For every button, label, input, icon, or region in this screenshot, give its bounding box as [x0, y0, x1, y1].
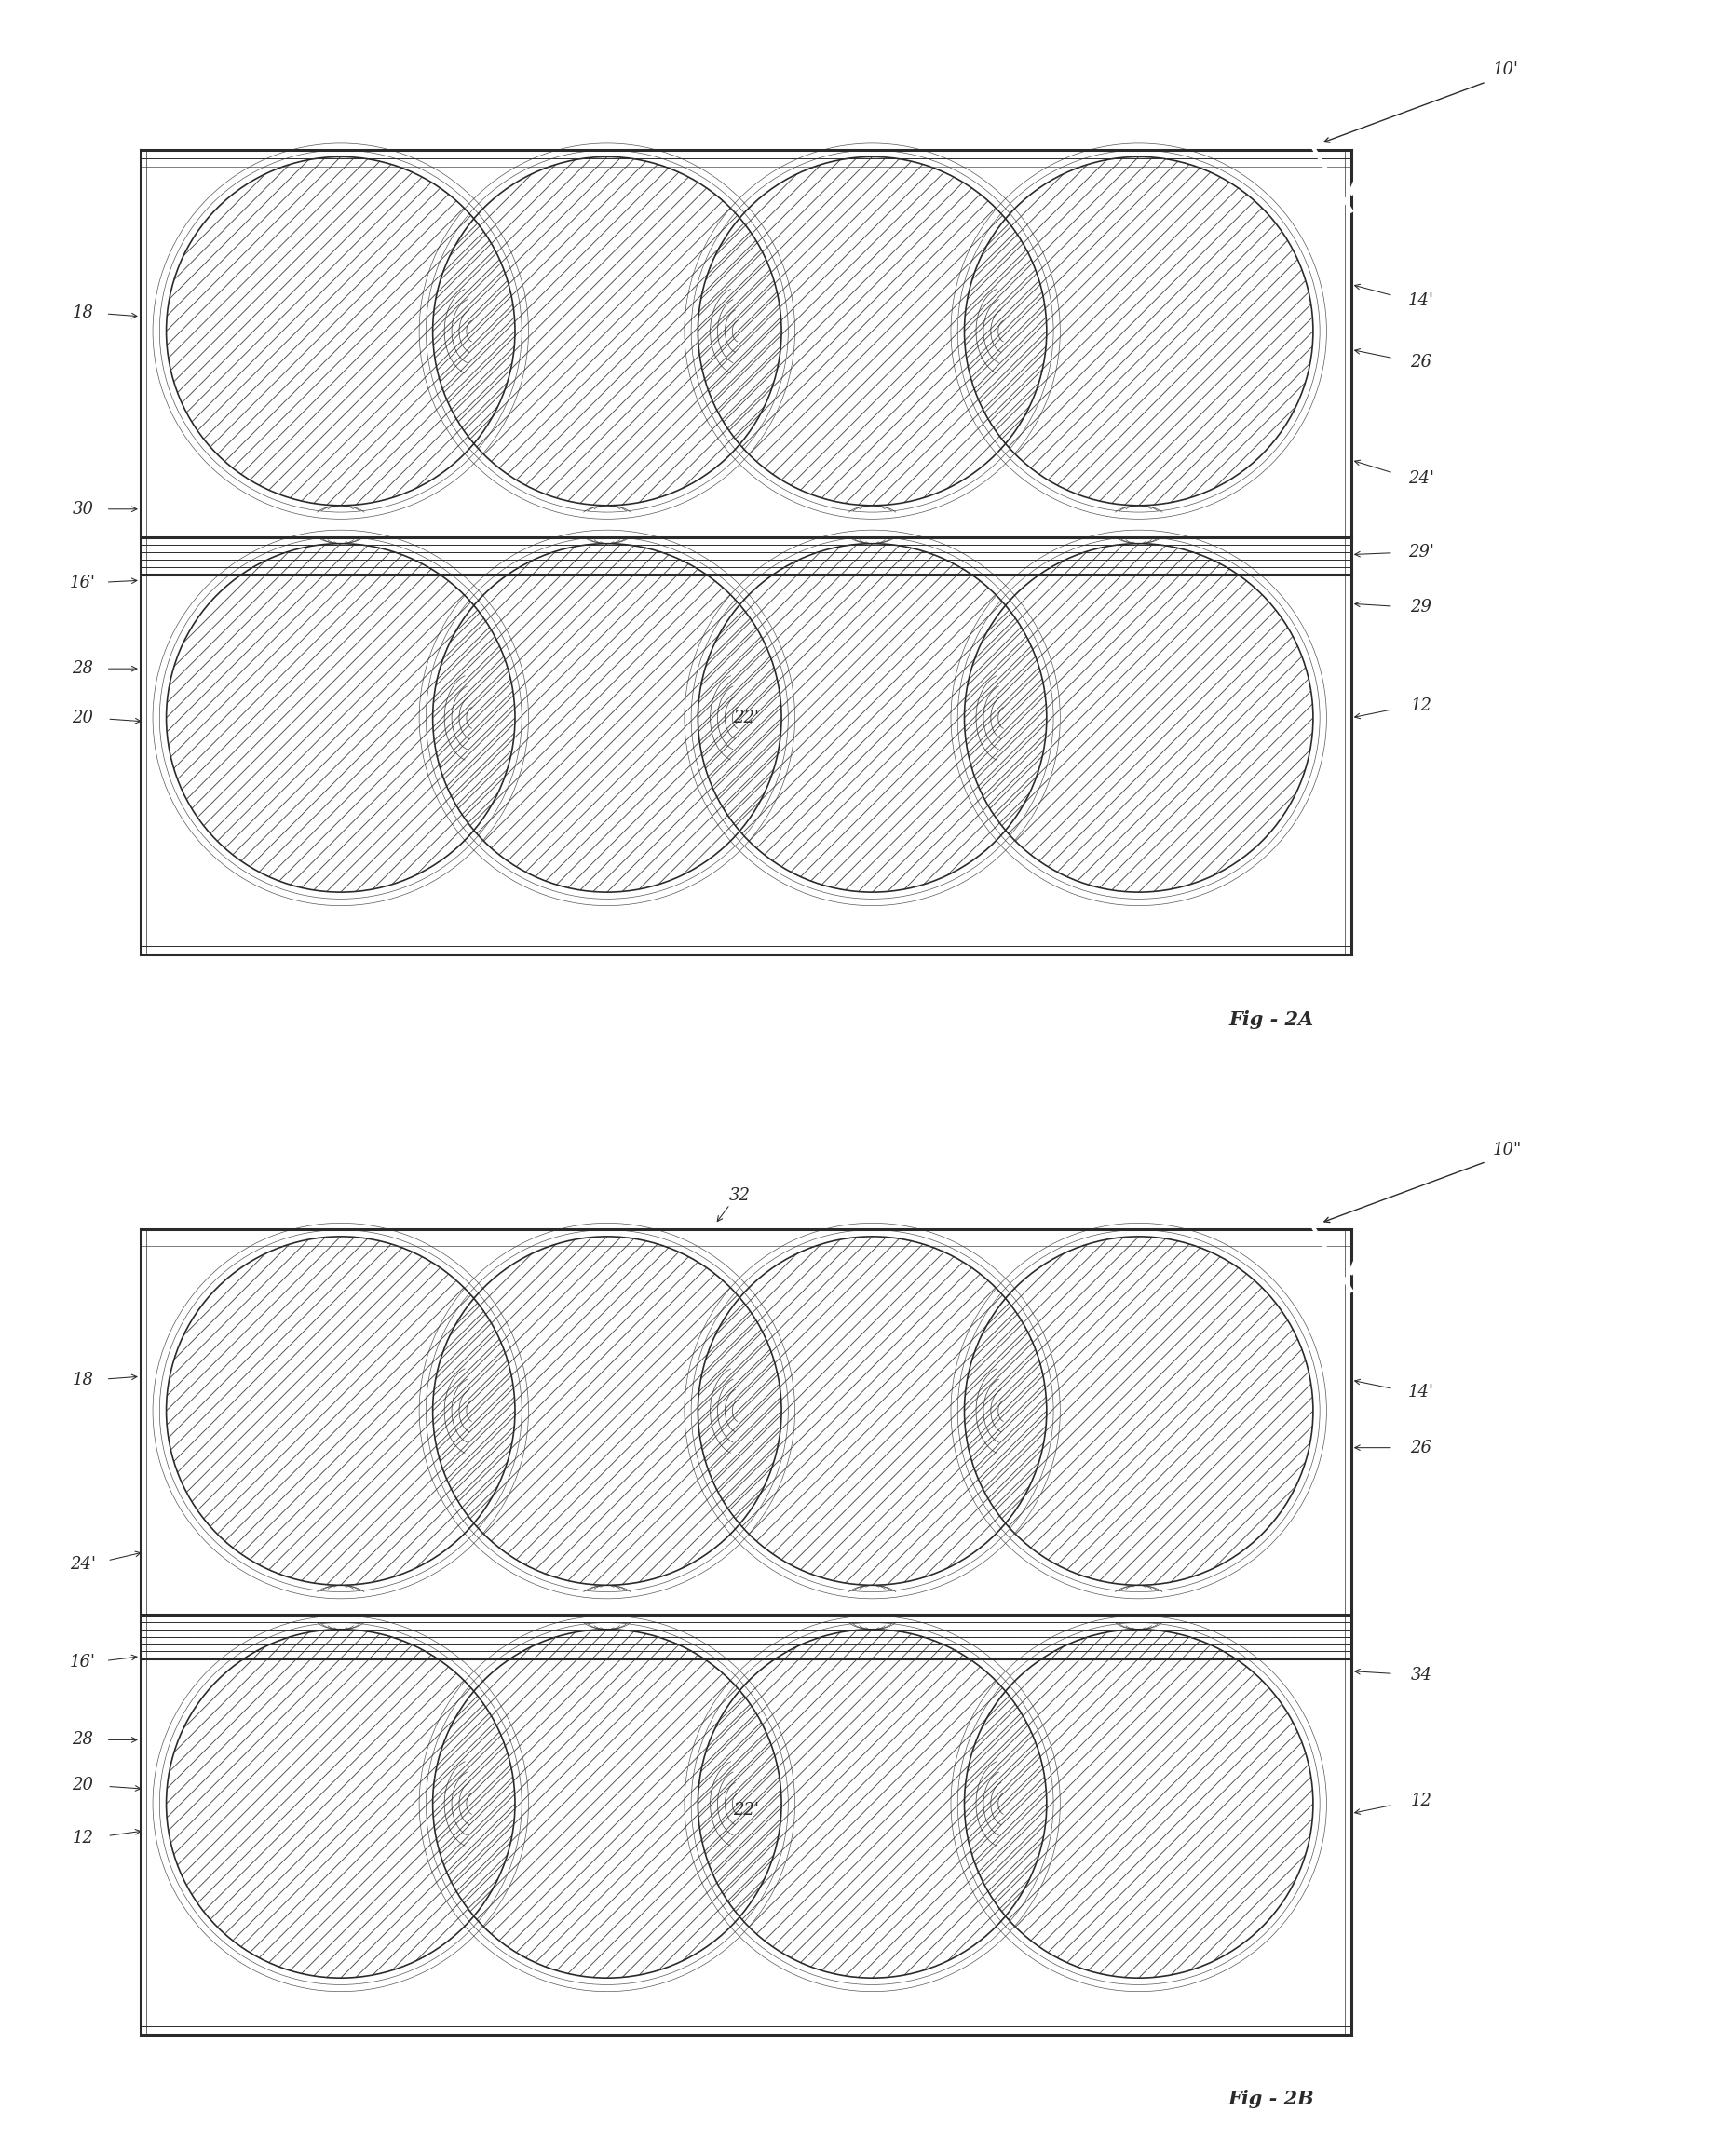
Text: 32: 32 — [729, 1187, 750, 1204]
Text: 16': 16' — [69, 1655, 95, 1672]
Text: 16': 16' — [69, 575, 95, 592]
Text: 24': 24' — [69, 1556, 95, 1574]
Text: 20: 20 — [73, 1777, 94, 1794]
Circle shape — [167, 156, 514, 505]
Circle shape — [432, 543, 781, 892]
Circle shape — [698, 543, 1047, 892]
Circle shape — [963, 1629, 1312, 1978]
Circle shape — [698, 1629, 1047, 1978]
Text: 14': 14' — [1408, 293, 1434, 308]
Text: 12: 12 — [73, 1830, 94, 1847]
Circle shape — [432, 1236, 781, 1584]
Circle shape — [167, 543, 514, 892]
Text: 29: 29 — [1410, 599, 1430, 616]
Circle shape — [963, 1236, 1312, 1584]
Bar — [141, 150, 1351, 956]
Text: 24': 24' — [1408, 470, 1434, 487]
Text: 29': 29' — [1408, 543, 1434, 560]
Circle shape — [432, 1629, 781, 1978]
Text: 12: 12 — [1410, 697, 1430, 714]
Text: 34: 34 — [1410, 1666, 1430, 1683]
Bar — [141, 1229, 1351, 2035]
Circle shape — [698, 156, 1047, 505]
Text: 10": 10" — [1491, 1142, 1521, 1159]
Text: 10': 10' — [1491, 62, 1517, 79]
Text: 22': 22' — [733, 710, 759, 727]
Text: 22': 22' — [733, 1802, 759, 1817]
Text: Fig - 2B: Fig - 2B — [1227, 2089, 1314, 2108]
Text: 28: 28 — [73, 661, 94, 678]
Text: 26: 26 — [1410, 1439, 1430, 1456]
Text: 18: 18 — [73, 304, 94, 321]
Circle shape — [167, 1236, 514, 1584]
Circle shape — [698, 1236, 1047, 1584]
Circle shape — [432, 156, 781, 505]
Text: 30: 30 — [73, 500, 94, 517]
Circle shape — [167, 1629, 514, 1978]
Circle shape — [963, 156, 1312, 505]
Text: 18: 18 — [73, 1373, 94, 1388]
Text: 26: 26 — [1410, 353, 1430, 370]
Circle shape — [963, 543, 1312, 892]
Text: 28: 28 — [73, 1732, 94, 1749]
Text: 12: 12 — [1410, 1794, 1430, 1809]
Text: 20: 20 — [73, 710, 94, 727]
Text: 14': 14' — [1408, 1383, 1434, 1400]
Text: Fig - 2A: Fig - 2A — [1229, 1009, 1314, 1028]
